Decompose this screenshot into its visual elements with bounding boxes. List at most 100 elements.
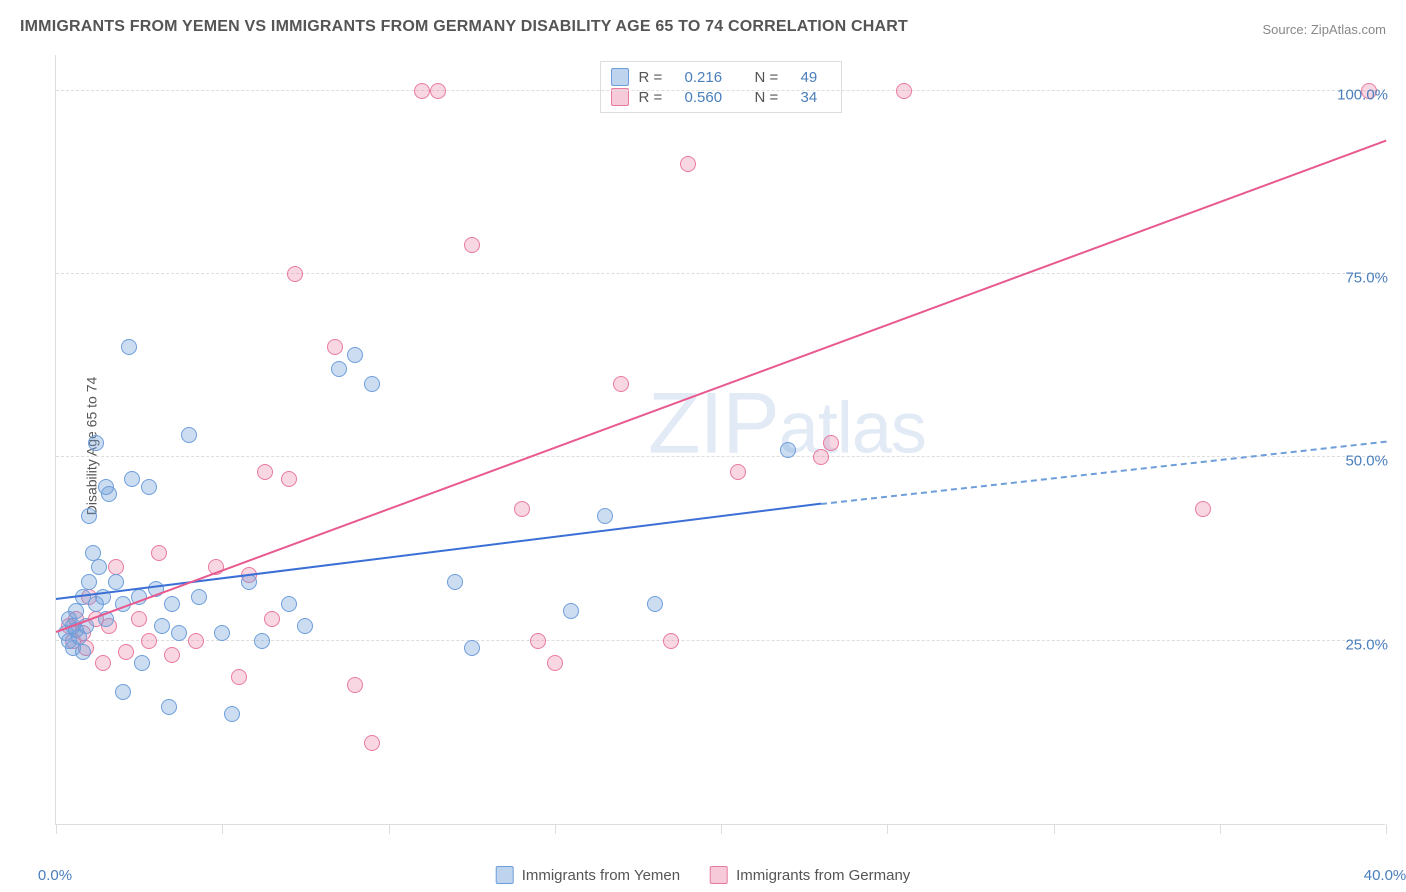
x-tick bbox=[887, 824, 888, 834]
legend-swatch-pink bbox=[710, 866, 728, 884]
scatter-point-blue bbox=[780, 442, 796, 458]
scatter-point-pink bbox=[108, 559, 124, 575]
scatter-point-pink bbox=[430, 83, 446, 99]
x-tick bbox=[1220, 824, 1221, 834]
scatter-point-pink bbox=[364, 735, 380, 751]
trendline-pink bbox=[56, 140, 1387, 633]
scatter-point-blue bbox=[364, 376, 380, 392]
scatter-point-blue bbox=[224, 706, 240, 722]
legend-r-value-pink: 0.560 bbox=[685, 89, 745, 106]
scatter-point-pink bbox=[287, 266, 303, 282]
scatter-point-pink bbox=[231, 669, 247, 685]
scatter-point-blue bbox=[141, 479, 157, 495]
legend-swatch-pink bbox=[611, 88, 629, 106]
scatter-point-blue bbox=[191, 589, 207, 605]
scatter-point-pink bbox=[680, 156, 696, 172]
scatter-point-blue bbox=[597, 508, 613, 524]
scatter-point-blue bbox=[68, 603, 84, 619]
gridline bbox=[56, 90, 1385, 91]
y-tick-label: 25.0% bbox=[1345, 636, 1388, 653]
legend-r-label: R = bbox=[639, 89, 675, 106]
legend-swatch-blue bbox=[496, 866, 514, 884]
legend-n-value-blue: 49 bbox=[801, 69, 831, 86]
scatter-point-blue bbox=[563, 603, 579, 619]
scatter-point-blue bbox=[464, 640, 480, 656]
scatter-point-blue bbox=[124, 471, 140, 487]
scatter-point-pink bbox=[281, 471, 297, 487]
x-tick bbox=[222, 824, 223, 834]
scatter-point-blue bbox=[91, 559, 107, 575]
scatter-point-pink bbox=[118, 644, 134, 660]
scatter-point-blue bbox=[214, 625, 230, 641]
scatter-point-pink bbox=[141, 633, 157, 649]
scatter-point-pink bbox=[327, 339, 343, 355]
scatter-point-blue bbox=[331, 361, 347, 377]
scatter-point-pink bbox=[188, 633, 204, 649]
scatter-point-blue bbox=[281, 596, 297, 612]
scatter-point-blue bbox=[297, 618, 313, 634]
x-tick-label: 0.0% bbox=[38, 867, 72, 884]
legend-label-blue: Immigrants from Yemen bbox=[522, 867, 680, 884]
x-tick bbox=[1386, 824, 1387, 834]
scatter-point-blue bbox=[347, 347, 363, 363]
scatter-point-blue bbox=[164, 596, 180, 612]
scatter-point-blue bbox=[647, 596, 663, 612]
scatter-point-blue bbox=[101, 486, 117, 502]
y-tick-label: 50.0% bbox=[1345, 453, 1388, 470]
scatter-point-blue bbox=[447, 574, 463, 590]
gridline bbox=[56, 273, 1385, 274]
scatter-point-blue bbox=[134, 655, 150, 671]
legend-item-pink: Immigrants from Germany bbox=[710, 866, 910, 884]
legend-r-value-blue: 0.216 bbox=[685, 69, 745, 86]
scatter-point-blue bbox=[154, 618, 170, 634]
x-tick bbox=[721, 824, 722, 834]
legend-n-label: N = bbox=[755, 69, 791, 86]
scatter-point-blue bbox=[85, 545, 101, 561]
scatter-point-blue bbox=[254, 633, 270, 649]
scatter-point-blue bbox=[181, 427, 197, 443]
scatter-point-blue bbox=[115, 684, 131, 700]
legend-item-blue: Immigrants from Yemen bbox=[496, 866, 680, 884]
legend-stats-box: R = 0.216 N = 49 R = 0.560 N = 34 bbox=[600, 61, 842, 113]
scatter-point-pink bbox=[514, 501, 530, 517]
scatter-point-pink bbox=[414, 83, 430, 99]
source-attribution: Source: ZipAtlas.com bbox=[1262, 22, 1386, 37]
y-tick-label: 100.0% bbox=[1337, 86, 1388, 103]
legend-swatch-blue bbox=[611, 68, 629, 86]
scatter-point-blue bbox=[75, 644, 91, 660]
scatter-point-blue bbox=[108, 574, 124, 590]
legend-series: Immigrants from Yemen Immigrants from Ge… bbox=[496, 866, 911, 884]
legend-r-label: R = bbox=[639, 69, 675, 86]
scatter-point-pink bbox=[131, 611, 147, 627]
x-tick bbox=[555, 824, 556, 834]
scatter-point-blue bbox=[81, 574, 97, 590]
scatter-point-pink bbox=[547, 655, 563, 671]
legend-n-value-pink: 34 bbox=[801, 89, 831, 106]
watermark: ZIPatlas bbox=[648, 375, 926, 474]
scatter-point-blue bbox=[121, 339, 137, 355]
scatter-point-pink bbox=[730, 464, 746, 480]
scatter-point-pink bbox=[823, 435, 839, 451]
scatter-point-pink bbox=[896, 83, 912, 99]
scatter-point-pink bbox=[663, 633, 679, 649]
scatter-point-pink bbox=[151, 545, 167, 561]
trendline-blue-dashed bbox=[821, 441, 1386, 505]
x-tick bbox=[56, 824, 57, 834]
scatter-point-pink bbox=[164, 647, 180, 663]
x-tick-label: 40.0% bbox=[1364, 867, 1406, 884]
scatter-point-pink bbox=[464, 237, 480, 253]
scatter-point-blue bbox=[81, 508, 97, 524]
x-tick bbox=[389, 824, 390, 834]
chart-title: IMMIGRANTS FROM YEMEN VS IMMIGRANTS FROM… bbox=[20, 18, 908, 36]
scatter-point-blue bbox=[161, 699, 177, 715]
gridline bbox=[56, 456, 1385, 457]
legend-n-label: N = bbox=[755, 89, 791, 106]
scatter-point-blue bbox=[88, 435, 104, 451]
scatter-point-pink bbox=[257, 464, 273, 480]
y-tick-label: 75.0% bbox=[1345, 270, 1388, 287]
legend-label-pink: Immigrants from Germany bbox=[736, 867, 910, 884]
scatter-point-pink bbox=[613, 376, 629, 392]
trendline-blue-solid bbox=[56, 503, 821, 600]
scatter-point-pink bbox=[347, 677, 363, 693]
scatter-point-pink bbox=[530, 633, 546, 649]
